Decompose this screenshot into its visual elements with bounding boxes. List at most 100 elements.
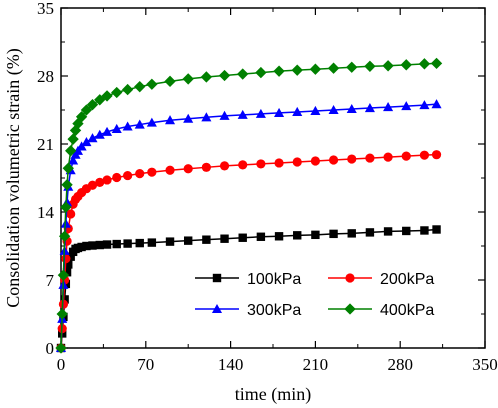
legend-item-300kPa: 300kPa	[195, 302, 301, 319]
data-point	[60, 201, 72, 213]
data-point	[218, 69, 231, 82]
data-point	[364, 60, 376, 72]
data-point	[123, 239, 132, 248]
data-point	[383, 227, 393, 236]
data-point	[61, 179, 73, 191]
data-point	[80, 104, 93, 116]
data-point	[111, 86, 123, 99]
data-point	[420, 226, 429, 235]
data-point	[135, 238, 144, 248]
data-point	[347, 229, 356, 238]
data-point	[401, 151, 411, 161]
data-point	[329, 229, 338, 239]
data-point	[87, 133, 98, 143]
data-point	[256, 232, 266, 241]
data-point	[66, 209, 76, 219]
data-point	[291, 64, 303, 76]
data-point	[328, 155, 339, 165]
data-point	[201, 112, 212, 122]
data-point	[121, 83, 134, 96]
data-point	[95, 177, 105, 187]
y-tick-label: 0	[46, 339, 55, 358]
data-point	[164, 75, 176, 88]
data-point	[55, 342, 67, 354]
data-point	[101, 90, 113, 102]
data-point	[274, 232, 284, 241]
x-tick-label: 70	[137, 355, 154, 374]
y-tick-label: 35	[37, 0, 54, 18]
data-point	[219, 110, 230, 120]
data-point	[134, 81, 146, 93]
data-point	[237, 109, 248, 119]
data-point	[292, 106, 303, 116]
x-tick-label: 0	[57, 355, 66, 374]
data-point	[82, 241, 91, 251]
series-line-200kPa	[60, 153, 437, 349]
data-point	[201, 162, 211, 172]
data-point	[310, 105, 321, 116]
data-point	[202, 235, 211, 244]
data-point	[146, 78, 158, 90]
legend-marker	[211, 303, 223, 314]
data-point	[256, 159, 266, 169]
data-point	[310, 156, 320, 166]
legend-label: 200kPa	[380, 271, 434, 288]
data-point	[219, 161, 230, 171]
data-point	[402, 226, 411, 236]
data-point	[400, 59, 412, 71]
legend-label: 100kPa	[247, 271, 301, 288]
data-point	[346, 103, 357, 114]
legend: 100kPa 200kPa 300kPa 400kPa	[195, 271, 434, 319]
y-axis-label: Consolidation volumetric strain (%)	[3, 48, 24, 307]
data-point	[292, 157, 302, 167]
data-point	[56, 308, 68, 320]
data-point	[183, 113, 194, 123]
data-point	[183, 164, 193, 174]
data-point	[112, 172, 122, 183]
data-point	[94, 94, 106, 106]
data-point	[418, 58, 431, 70]
data-point	[94, 129, 105, 139]
data-point	[164, 115, 176, 125]
data-point	[382, 60, 394, 72]
data-point	[165, 237, 175, 246]
data-point	[365, 153, 375, 163]
data-point	[102, 240, 112, 249]
legend-marker	[345, 273, 355, 283]
data-point	[112, 239, 121, 249]
y-tick-label: 21	[37, 135, 54, 154]
data-point	[75, 111, 88, 123]
data-point	[64, 260, 73, 269]
data-point	[184, 236, 193, 245]
data-point	[62, 268, 72, 277]
data-point	[274, 158, 284, 168]
data-point	[255, 108, 266, 118]
data-point	[123, 170, 133, 181]
data-point	[77, 242, 86, 252]
data-point	[346, 61, 358, 73]
data-point	[81, 137, 92, 147]
data-point	[88, 241, 97, 250]
legend-item-200kPa: 200kPa	[328, 271, 434, 288]
data-point	[419, 100, 430, 110]
axes: 0 70 140 210 280 350 0 7 14 21 28 35	[37, 0, 498, 374]
data-point	[293, 231, 302, 240]
data-point	[419, 150, 430, 160]
data-point	[58, 230, 71, 242]
legend-item-100kPa: 100kPa	[195, 271, 301, 288]
data-point	[62, 162, 74, 174]
data-point	[68, 155, 79, 165]
data-point	[182, 73, 194, 85]
y-tick-label: 14	[37, 203, 55, 222]
legend-item-400kPa: 400kPa	[328, 302, 434, 319]
data-point	[66, 252, 75, 261]
data-point	[147, 167, 157, 177]
data-point	[238, 160, 248, 170]
data-point	[57, 269, 70, 281]
data-point	[431, 99, 442, 109]
data-point	[365, 228, 375, 237]
y-tick-label: 28	[37, 67, 54, 86]
x-tick-label: 210	[303, 355, 329, 374]
data-point	[401, 101, 412, 111]
